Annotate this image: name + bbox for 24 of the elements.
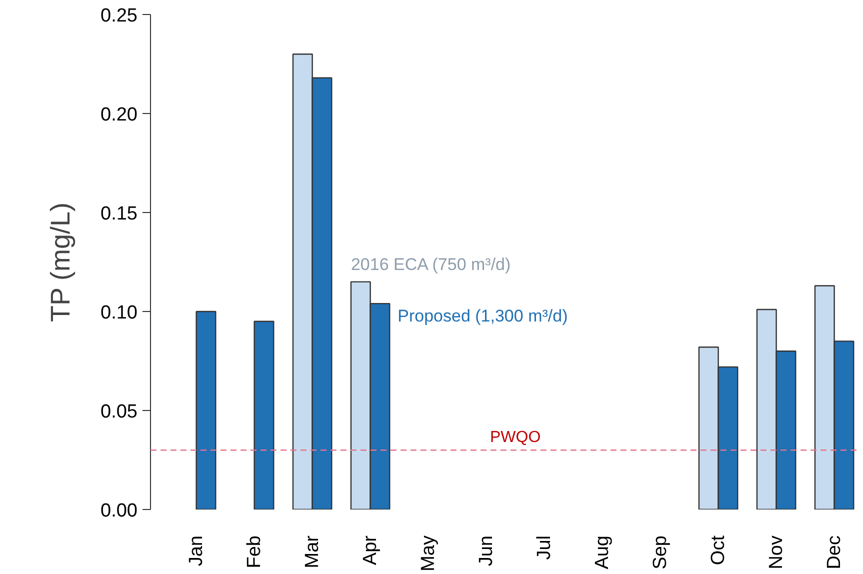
- y-tick-label: 0.10: [100, 302, 138, 324]
- x-tick-label: Apr: [360, 534, 381, 566]
- x-tick-label: Dec: [824, 535, 845, 570]
- x-tick-label: Nov: [766, 535, 787, 570]
- bar: [254, 320, 274, 510]
- ref-line-label: PWQO: [490, 429, 541, 446]
- x-tick-label: Jun: [476, 535, 497, 566]
- x-tick-label: May: [418, 535, 439, 572]
- x-tick-label: Sep: [650, 535, 671, 570]
- x-tick-label: Mar: [302, 534, 323, 568]
- series-label: Proposed (1,300 m³/d): [398, 306, 568, 326]
- x-tick-label: Jul: [534, 535, 555, 560]
- y-tick-label: 0.00: [100, 500, 138, 522]
- y-tick-label: 0.05: [100, 402, 138, 422]
- y-tick-label: 0.15: [100, 204, 138, 224]
- x-tick-label: Jan: [186, 535, 207, 566]
- series-label: 2016 ECA (750 m³/d): [350, 254, 511, 274]
- bar: [196, 310, 216, 510]
- x-tick-label: Oct: [708, 534, 729, 566]
- x-tick-label: Aug: [592, 535, 613, 570]
- y-tick-label: 0.25: [100, 6, 138, 26]
- y-tick-label: 0.20: [100, 104, 138, 126]
- x-tick-label: Feb: [244, 535, 265, 568]
- y-axis-title: TP (mg/L): [46, 202, 76, 322]
